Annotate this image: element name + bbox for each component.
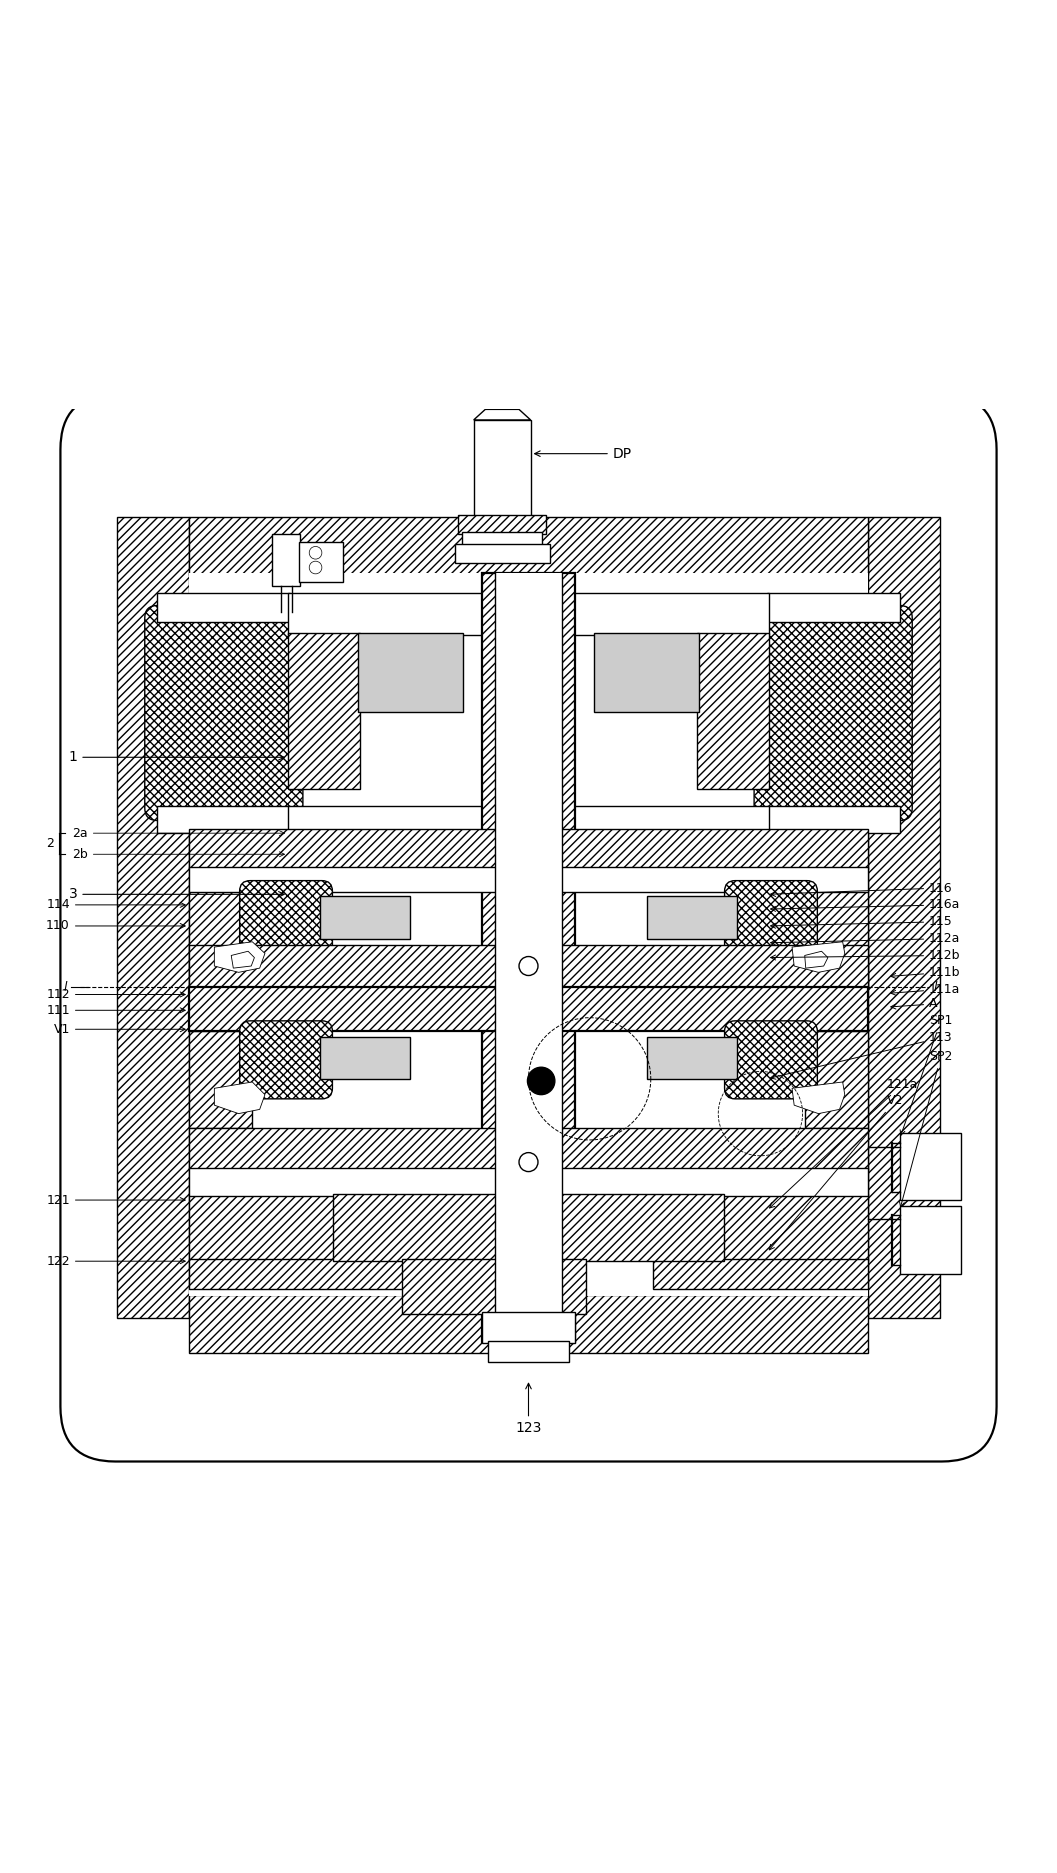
Bar	[320, 1036, 410, 1079]
Text: 123: 123	[516, 1384, 541, 1435]
Bar	[320, 897, 410, 938]
Text: 121a: 121a	[769, 1077, 919, 1208]
Text: DP: DP	[535, 446, 632, 461]
Text: 2: 2	[47, 837, 54, 850]
Bar	[289, 805, 768, 848]
Bar	[189, 890, 253, 987]
Bar	[482, 573, 575, 1343]
FancyBboxPatch shape	[725, 880, 817, 959]
Bar	[189, 1193, 334, 1261]
FancyBboxPatch shape	[145, 605, 303, 820]
Bar	[189, 1294, 868, 1352]
Bar	[647, 897, 737, 938]
Bar	[299, 541, 342, 583]
Circle shape	[519, 1152, 538, 1172]
Bar	[653, 1259, 868, 1289]
Text: 112b: 112b	[771, 950, 961, 963]
Bar	[157, 594, 291, 622]
FancyBboxPatch shape	[725, 1021, 817, 1099]
Text: 3: 3	[69, 888, 284, 901]
Bar	[189, 946, 868, 987]
Text: 2b: 2b	[72, 848, 284, 862]
Bar	[189, 1032, 253, 1128]
Bar	[189, 987, 868, 1032]
Text: V1: V1	[54, 1023, 185, 1036]
Polygon shape	[215, 942, 265, 972]
Text: 115: 115	[771, 916, 952, 929]
Bar	[594, 633, 700, 712]
Bar	[189, 517, 868, 575]
Text: 121: 121	[47, 1193, 185, 1206]
Bar	[804, 890, 868, 987]
FancyBboxPatch shape	[240, 1021, 332, 1099]
Polygon shape	[804, 951, 828, 968]
Text: 2a: 2a	[72, 826, 284, 839]
Text: 116: 116	[771, 882, 952, 897]
Bar	[474, 420, 531, 521]
Bar	[900, 1133, 961, 1201]
Circle shape	[527, 1068, 555, 1094]
Text: 110: 110	[47, 920, 185, 933]
Polygon shape	[792, 1083, 845, 1114]
Circle shape	[310, 562, 322, 573]
Bar	[189, 830, 868, 869]
Bar	[333, 1193, 724, 1261]
FancyBboxPatch shape	[60, 395, 997, 1461]
Text: 113: 113	[771, 1032, 952, 1079]
Bar	[117, 517, 189, 1319]
Bar	[458, 515, 546, 534]
Bar	[357, 633, 463, 712]
FancyBboxPatch shape	[240, 880, 332, 959]
Bar	[289, 633, 359, 789]
Bar	[482, 1311, 575, 1343]
Bar	[189, 1259, 404, 1289]
Bar	[189, 1128, 868, 1171]
Circle shape	[310, 547, 322, 558]
Text: SP2: SP2	[900, 1051, 952, 1206]
Bar	[647, 1036, 737, 1079]
Text: 116a: 116a	[771, 899, 961, 912]
Text: V2: V2	[769, 1094, 904, 1249]
Text: A: A	[891, 998, 938, 1010]
Bar	[402, 1259, 587, 1315]
Polygon shape	[231, 951, 255, 968]
Text: 112: 112	[47, 987, 185, 1000]
FancyBboxPatch shape	[754, 605, 912, 820]
Bar	[698, 633, 768, 789]
Bar	[766, 594, 900, 622]
Text: l: l	[933, 981, 937, 993]
Bar	[766, 805, 900, 833]
Text: 111a: 111a	[891, 983, 961, 996]
Bar	[189, 1169, 868, 1195]
Bar	[868, 517, 940, 1319]
Text: l: l	[63, 981, 67, 993]
Bar	[157, 805, 291, 833]
Circle shape	[519, 957, 538, 976]
Bar	[488, 1341, 569, 1362]
Polygon shape	[474, 410, 531, 420]
Bar	[804, 1032, 868, 1128]
Bar	[495, 573, 562, 1343]
Text: 112a: 112a	[771, 933, 961, 946]
Bar	[189, 867, 868, 892]
Text: 111b: 111b	[891, 966, 961, 980]
Bar	[273, 534, 300, 586]
Bar	[462, 532, 542, 547]
Text: 122: 122	[47, 1255, 185, 1268]
Bar	[723, 1193, 868, 1261]
Bar	[289, 594, 768, 635]
Bar	[189, 573, 868, 1296]
Text: SP1: SP1	[901, 1015, 952, 1135]
Bar	[455, 545, 550, 564]
Text: 1: 1	[69, 751, 284, 764]
Bar	[900, 1206, 961, 1274]
Polygon shape	[792, 942, 845, 972]
Text: 114: 114	[47, 899, 185, 912]
Text: 111: 111	[47, 1004, 185, 1017]
Polygon shape	[215, 1083, 265, 1114]
